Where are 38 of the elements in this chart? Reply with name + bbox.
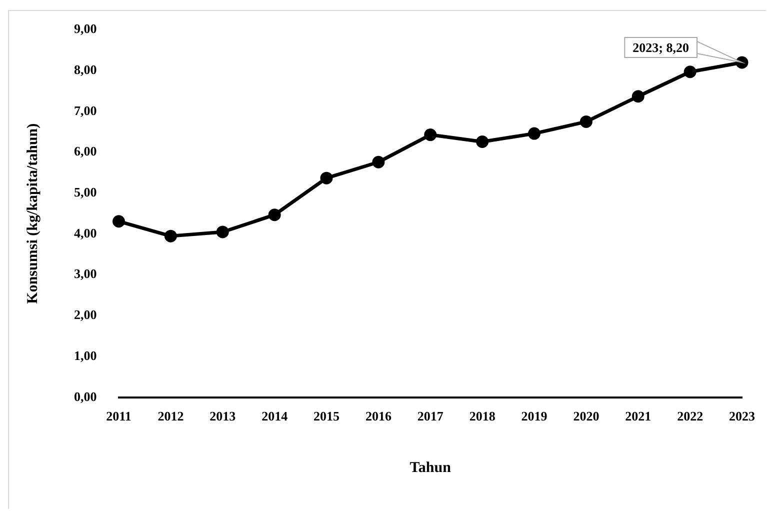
y-tick-label: 6,00 <box>74 144 97 159</box>
annotation: 2023; 8,20 <box>632 40 690 55</box>
y-tick-label: 1,00 <box>74 348 97 363</box>
point <box>424 128 437 142</box>
x-tick-label: 2017 <box>417 408 444 424</box>
point <box>216 226 229 238</box>
y-axis-title: Konsumsi (kg/kapita/tahun) <box>24 123 41 304</box>
x-tick-label: 2013 <box>210 408 236 424</box>
x-axis-title: Tahun <box>410 460 452 476</box>
point <box>112 215 125 228</box>
y-tick-label: 2,00 <box>74 307 97 322</box>
point <box>684 66 696 78</box>
y-tick-label: 4,00 <box>74 225 97 240</box>
point <box>320 172 333 184</box>
y-tick-label: 3,00 <box>74 266 97 282</box>
x-tick-label: 2015 <box>314 408 340 424</box>
x-tick-label: 2016 <box>365 408 392 424</box>
x-tick-label: 2019 <box>521 408 548 424</box>
x-tick-label: 2022 <box>677 408 704 424</box>
y-tick-label: 8,00 <box>74 62 97 78</box>
x-tick-label: 2021 <box>625 408 652 424</box>
x-tick-label: 2023 <box>729 408 756 424</box>
y-tick-label: 0,00 <box>74 388 97 404</box>
y-tick-label: 9,00 <box>74 21 97 36</box>
x-tick-label: 2014 <box>262 408 288 424</box>
point <box>372 156 385 168</box>
x-tick-label: 2018 <box>469 408 496 424</box>
point <box>580 115 592 128</box>
x-tick-label: 2012 <box>158 408 184 424</box>
point <box>528 127 540 140</box>
point <box>476 135 489 148</box>
y-tick-label: 7,00 <box>74 102 97 118</box>
point <box>164 230 177 242</box>
x-tick-label: 2020 <box>573 408 600 424</box>
point <box>632 90 644 103</box>
point <box>268 208 281 222</box>
x-tick-label: 2011 <box>106 408 132 424</box>
y-tick-label: 5,00 <box>74 184 97 200</box>
